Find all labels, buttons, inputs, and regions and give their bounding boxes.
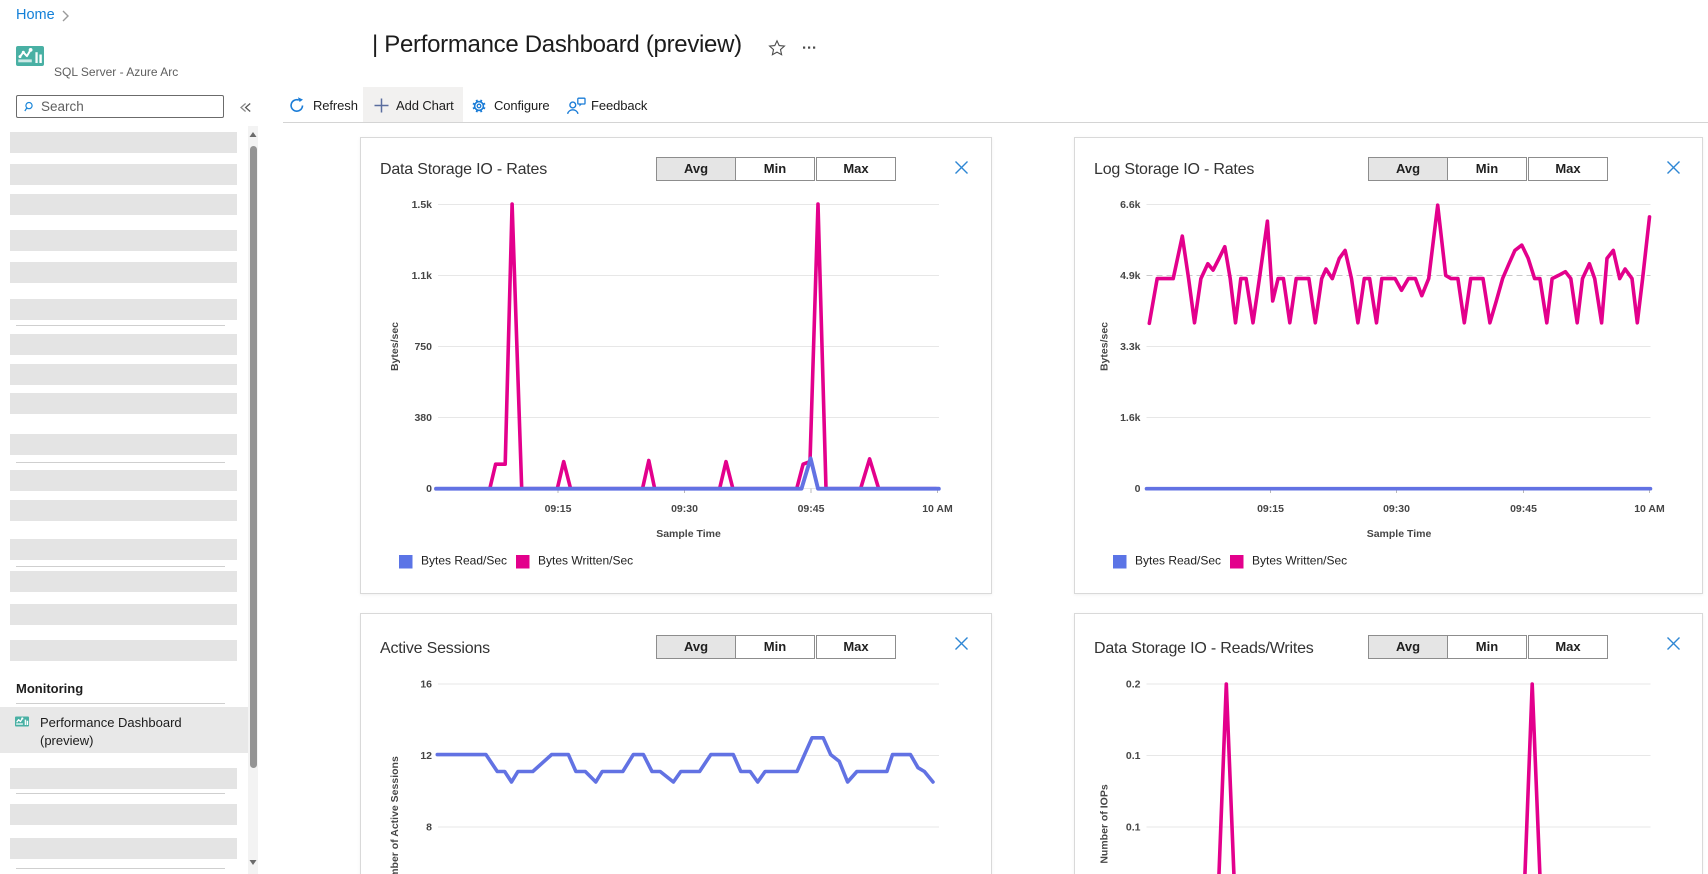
svg-text:12: 12 [420,750,432,762]
svg-text:09:15: 09:15 [1257,503,1284,515]
svg-text:Bytes/sec: Bytes/sec [1099,322,1111,371]
svg-text:750: 750 [414,341,432,353]
svg-text:1.6k: 1.6k [1120,412,1141,424]
svg-text:8: 8 [426,822,432,834]
svg-text:Sample Time: Sample Time [656,528,721,540]
svg-text:6.6k: 6.6k [1120,199,1141,211]
svg-text:380: 380 [414,412,432,424]
svg-text:0: 0 [1135,483,1141,495]
svg-text:09:30: 09:30 [671,503,698,515]
svg-text:0: 0 [426,483,432,495]
svg-text:09:15: 09:15 [545,503,572,515]
svg-text:09:30: 09:30 [1383,503,1410,515]
svg-text:Bytes Written/Sec: Bytes Written/Sec [538,554,633,568]
svg-text:10 AM: 10 AM [922,503,953,515]
svg-text:Bytes/sec: Bytes/sec [389,322,401,371]
svg-text:09:45: 09:45 [1510,503,1537,515]
svg-text:Bytes Written/Sec: Bytes Written/Sec [1252,554,1347,568]
svg-text:Sample Time: Sample Time [1367,528,1432,540]
svg-text:0.2: 0.2 [1126,679,1141,691]
svg-text:Number of IOPs: Number of IOPs [1099,784,1111,864]
svg-text:1.5k: 1.5k [412,199,433,211]
svg-text:Number of Active Sessions: Number of Active Sessions [389,756,401,874]
svg-text:4.9k: 4.9k [1120,270,1141,282]
svg-text:Bytes Read/Sec: Bytes Read/Sec [421,554,507,568]
svg-text:10 AM: 10 AM [1634,503,1665,515]
svg-text:1.1k: 1.1k [412,270,433,282]
svg-text:3.3k: 3.3k [1120,341,1141,353]
svg-text:Bytes Read/Sec: Bytes Read/Sec [1135,554,1221,568]
svg-text:0.1: 0.1 [1126,750,1141,762]
svg-text:09:45: 09:45 [798,503,825,515]
svg-text:0.1: 0.1 [1126,822,1141,834]
svg-text:16: 16 [420,679,432,691]
